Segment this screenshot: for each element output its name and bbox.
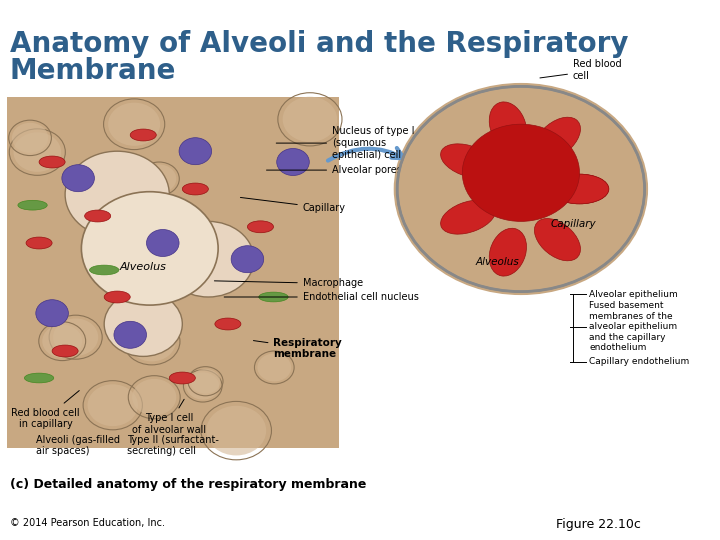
Ellipse shape bbox=[441, 144, 495, 178]
Circle shape bbox=[207, 406, 266, 455]
FancyBboxPatch shape bbox=[6, 97, 338, 448]
Text: Fused basement
membranes of the
alveolar epithelium
and the capillary
endotheliu: Fused basement membranes of the alveolar… bbox=[589, 301, 678, 352]
Text: Alveolus: Alveolus bbox=[475, 257, 519, 267]
Text: CO₂: CO₂ bbox=[462, 234, 483, 244]
Ellipse shape bbox=[89, 265, 119, 275]
Text: Respiratory
membrane: Respiratory membrane bbox=[253, 338, 342, 359]
Text: © 2014 Pearson Education, Inc.: © 2014 Pearson Education, Inc. bbox=[10, 518, 165, 529]
Circle shape bbox=[231, 246, 264, 273]
Ellipse shape bbox=[258, 292, 288, 302]
Text: Alveolar pores: Alveolar pores bbox=[266, 165, 402, 175]
Circle shape bbox=[42, 325, 82, 357]
Text: Figure 22.10c: Figure 22.10c bbox=[557, 518, 642, 531]
Circle shape bbox=[81, 192, 218, 305]
Ellipse shape bbox=[39, 156, 65, 168]
Text: Macrophage: Macrophage bbox=[215, 279, 363, 288]
Ellipse shape bbox=[534, 219, 580, 261]
Ellipse shape bbox=[18, 200, 48, 210]
Ellipse shape bbox=[169, 372, 195, 384]
Text: Endothelial cell nucleus: Endothelial cell nucleus bbox=[224, 292, 418, 302]
Ellipse shape bbox=[550, 174, 609, 204]
Ellipse shape bbox=[104, 291, 130, 303]
Circle shape bbox=[127, 321, 176, 361]
Text: Capillary: Capillary bbox=[240, 198, 346, 213]
Text: Type II (surfactant-
secreting) cell: Type II (surfactant- secreting) cell bbox=[127, 435, 219, 456]
Circle shape bbox=[283, 97, 337, 142]
Circle shape bbox=[142, 165, 176, 193]
Circle shape bbox=[108, 103, 160, 146]
Circle shape bbox=[276, 148, 310, 176]
Circle shape bbox=[397, 86, 644, 292]
Text: Type I cell
of alveolar wall: Type I cell of alveolar wall bbox=[132, 399, 207, 435]
Circle shape bbox=[462, 124, 580, 221]
Ellipse shape bbox=[182, 183, 208, 195]
Ellipse shape bbox=[489, 228, 526, 276]
Circle shape bbox=[62, 165, 94, 192]
Circle shape bbox=[163, 221, 254, 297]
Text: Red blood
cell: Red blood cell bbox=[540, 59, 621, 81]
Text: Anatomy of Alveoli and the Respiratory: Anatomy of Alveoli and the Respiratory bbox=[10, 30, 629, 58]
Text: Alveolus: Alveolus bbox=[120, 262, 167, 272]
Circle shape bbox=[65, 151, 169, 238]
Circle shape bbox=[162, 230, 192, 254]
Text: Nucleus of type I
(squamous
epithelial) cell: Nucleus of type I (squamous epithelial) … bbox=[276, 126, 415, 160]
Text: Alveolar epithelium: Alveolar epithelium bbox=[589, 290, 678, 299]
Text: (c) Detailed anatomy of the respiratory membrane: (c) Detailed anatomy of the respiratory … bbox=[10, 478, 366, 491]
Text: O₂: O₂ bbox=[462, 218, 475, 227]
Circle shape bbox=[179, 138, 212, 165]
Ellipse shape bbox=[489, 102, 526, 150]
Circle shape bbox=[146, 230, 179, 256]
Circle shape bbox=[53, 319, 98, 356]
Circle shape bbox=[186, 373, 219, 400]
Ellipse shape bbox=[85, 210, 111, 222]
Circle shape bbox=[114, 321, 146, 348]
Ellipse shape bbox=[441, 200, 495, 234]
Circle shape bbox=[12, 123, 48, 153]
Ellipse shape bbox=[130, 129, 156, 141]
Circle shape bbox=[36, 300, 68, 327]
Ellipse shape bbox=[215, 318, 241, 330]
Ellipse shape bbox=[550, 174, 609, 204]
Ellipse shape bbox=[52, 345, 78, 357]
Text: Capillary endothelium: Capillary endothelium bbox=[589, 357, 690, 366]
Circle shape bbox=[258, 354, 291, 381]
Circle shape bbox=[191, 369, 220, 394]
Text: Membrane: Membrane bbox=[10, 57, 176, 85]
Ellipse shape bbox=[248, 221, 274, 233]
Ellipse shape bbox=[26, 237, 52, 249]
Ellipse shape bbox=[24, 373, 54, 383]
Circle shape bbox=[14, 132, 61, 172]
Text: Alveoli (gas-filled
air spaces): Alveoli (gas-filled air spaces) bbox=[36, 435, 120, 456]
Text: Red blood cell
in capillary: Red blood cell in capillary bbox=[12, 390, 80, 429]
Circle shape bbox=[88, 384, 138, 426]
Ellipse shape bbox=[534, 117, 580, 159]
Circle shape bbox=[104, 292, 182, 356]
Text: Capillary: Capillary bbox=[550, 219, 596, 229]
Circle shape bbox=[132, 379, 176, 415]
